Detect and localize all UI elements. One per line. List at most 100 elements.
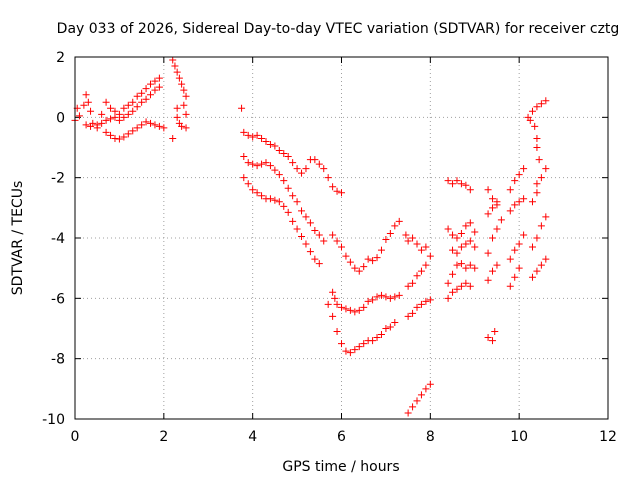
data-point <box>533 144 541 151</box>
data-point <box>338 340 345 348</box>
data-point <box>404 282 412 290</box>
data-point <box>333 187 341 195</box>
data-point <box>489 337 497 345</box>
data-point <box>284 208 292 216</box>
data-point <box>515 198 523 206</box>
data-point <box>249 133 257 141</box>
data-point <box>80 101 88 109</box>
data-point <box>115 116 123 124</box>
data-point <box>338 243 345 251</box>
data-point <box>422 297 430 305</box>
data-point <box>537 222 545 230</box>
data-point <box>311 226 319 234</box>
data-point <box>102 116 110 124</box>
data-point <box>180 86 188 94</box>
y-tick-label: -4 <box>51 231 65 247</box>
data-point <box>82 91 90 99</box>
data-point <box>111 113 119 121</box>
data-point <box>124 110 132 118</box>
data-point <box>515 240 523 248</box>
data-point <box>413 397 421 405</box>
data-point <box>520 231 528 239</box>
data-point <box>155 122 163 130</box>
data-point <box>182 92 190 100</box>
data-point <box>147 91 155 99</box>
data-point <box>535 156 543 164</box>
x-tick-label: 12 <box>599 429 617 445</box>
data-point <box>453 177 461 185</box>
data-point <box>338 189 345 197</box>
data-point <box>537 174 545 182</box>
data-point <box>329 231 337 239</box>
x-tick-label: 0 <box>71 429 80 445</box>
data-point <box>333 300 341 308</box>
data-point <box>457 180 465 188</box>
data-point <box>417 300 425 308</box>
data-point <box>404 312 412 320</box>
data-point <box>402 231 410 239</box>
data-point <box>82 121 90 129</box>
data-point <box>491 328 499 336</box>
data-point <box>386 323 394 331</box>
data-point <box>506 255 514 263</box>
data-point <box>240 128 248 136</box>
data-point <box>138 98 146 106</box>
plot-frame <box>74 56 609 420</box>
data-point <box>462 240 470 248</box>
chart-title: Day 033 of 2026, Sidereal Day-to-day VTE… <box>57 21 620 37</box>
data-point <box>182 110 190 118</box>
data-point <box>493 261 501 269</box>
data-point <box>133 103 141 111</box>
data-point <box>320 165 328 173</box>
data-point <box>377 246 385 254</box>
data-point <box>511 177 519 185</box>
data-point <box>133 92 141 100</box>
data-point <box>298 207 306 215</box>
x-tick-label: 10 <box>510 429 528 445</box>
data-point <box>258 160 266 168</box>
data-point <box>333 237 341 245</box>
data-point <box>360 263 368 271</box>
data-point <box>280 150 288 158</box>
data-point <box>449 288 457 296</box>
data-point <box>506 207 514 215</box>
data-point <box>382 293 390 301</box>
data-point <box>466 219 474 227</box>
data-point <box>142 95 150 103</box>
data-point <box>262 137 270 145</box>
data-point <box>528 107 536 115</box>
data-point <box>289 217 297 225</box>
data-point <box>453 249 461 257</box>
data-point <box>244 131 252 139</box>
data-point <box>258 134 266 142</box>
data-point <box>338 303 345 311</box>
data-point <box>315 260 323 268</box>
data-point <box>151 121 159 129</box>
data-point <box>426 296 434 304</box>
data-point <box>533 180 541 188</box>
data-point <box>333 328 341 336</box>
data-point <box>457 243 465 251</box>
data-point <box>444 177 452 185</box>
data-point <box>171 62 179 70</box>
data-point <box>409 234 417 242</box>
data-point <box>413 272 421 280</box>
data-point <box>506 282 514 290</box>
data-point <box>306 248 314 256</box>
y-tick-label: -6 <box>51 291 65 307</box>
data-point <box>329 183 337 191</box>
data-point <box>160 124 168 132</box>
data-point <box>453 234 461 242</box>
data-point <box>533 103 541 111</box>
data-point <box>351 264 359 272</box>
data-point <box>275 147 283 155</box>
data-point <box>342 252 350 260</box>
data-point <box>129 127 137 135</box>
data-point <box>342 347 350 355</box>
data-point <box>364 297 372 305</box>
data-point <box>244 159 252 167</box>
data-point <box>346 349 354 357</box>
data-point <box>142 118 150 126</box>
data-point <box>271 142 279 150</box>
data-point <box>180 101 188 109</box>
